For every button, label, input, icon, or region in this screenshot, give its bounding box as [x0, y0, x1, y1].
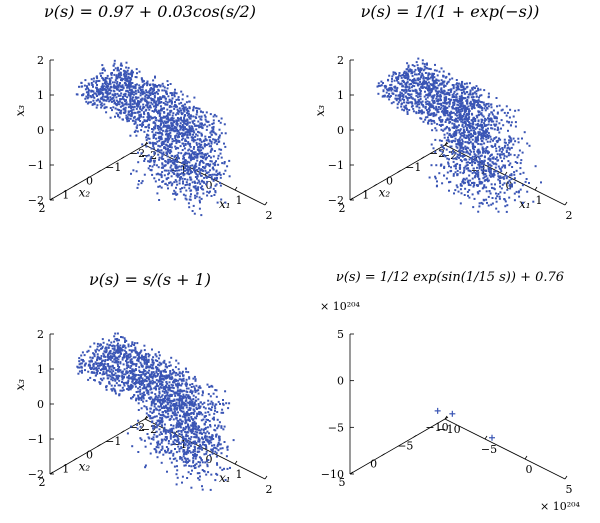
y-tick-label: 2	[339, 202, 346, 215]
z-axis-label: x₃	[313, 105, 327, 117]
z-tick-label: 5	[337, 328, 344, 341]
y-tick-label: −1	[105, 435, 121, 448]
scatter-point	[434, 407, 441, 414]
panel-4: ν(s) = 1/12 exp(sin(1/15 s)) + 0.76 −10−…	[300, 262, 600, 523]
y-tick-label: −1	[405, 161, 421, 174]
z-tick-label: 2	[37, 328, 44, 341]
y-tick-label: −2	[429, 147, 445, 160]
y-tick-label: 2	[39, 476, 46, 489]
y-tick-label: 1	[62, 462, 69, 475]
z-tick-label: 2	[337, 54, 344, 67]
scatter-points-1	[75, 59, 231, 217]
z-tick-label: −5	[328, 421, 344, 434]
x-axis-label: x₁	[219, 471, 231, 485]
z-tick-label: −2	[28, 194, 44, 207]
z-axis-label: x₃	[13, 379, 27, 391]
z-tick-label: 1	[37, 363, 44, 376]
x-tick-label: 1	[236, 468, 243, 481]
y-tick-label: 0	[370, 458, 377, 471]
scatter-point	[449, 410, 456, 417]
x-tick-label: 0	[206, 179, 213, 192]
x-axis-line-4	[444, 418, 566, 480]
y-axis-label: x₂	[79, 459, 91, 473]
z-tick-label: 1	[337, 89, 344, 102]
x-axis-label: x₁	[219, 197, 231, 211]
y-axis-label: x₂	[379, 185, 391, 199]
x-tick-label: 5	[566, 483, 573, 496]
x-axis-label: x₁	[519, 197, 531, 211]
z-tick-label: 1	[37, 89, 44, 102]
y-tick-label: 0	[86, 175, 93, 188]
x-tick-label: −5	[481, 443, 497, 456]
x-tick-label: 1	[236, 194, 243, 207]
x-tick-label: −10	[437, 423, 460, 436]
chart-title-3: ν(s) = s/(s + 1)	[88, 270, 212, 289]
y-tick-label: 5	[339, 476, 346, 489]
chart-title-4: ν(s) = 1/12 exp(sin(1/15 s)) + 0.76	[335, 270, 565, 285]
chart-title-2: ν(s) = 1/(1 + exp(−s))	[360, 2, 540, 21]
x-tick-label: 1	[536, 194, 543, 207]
y-tick-label: −5	[397, 439, 413, 452]
z-tick-label: −1	[328, 159, 344, 172]
chart-title-1: ν(s) = 0.97 + 0.03cos(s/2)	[44, 2, 256, 21]
z-tick-label: −10	[321, 468, 344, 481]
scale-label-z: × 10²⁰⁴	[320, 300, 361, 313]
panel-1: ν(s) = 0.97 + 0.03cos(s/2) −2−2−2−1−1−10…	[0, 0, 300, 262]
z-tick-label: −2	[328, 194, 344, 207]
x-tick-label: 2	[266, 483, 273, 496]
x-tick-label: 2	[566, 209, 573, 222]
z-tick-label: 0	[337, 375, 344, 388]
z-axis-label: x₃	[13, 105, 27, 117]
x-tick-label: 2	[266, 209, 273, 222]
z-tick-label: 0	[337, 124, 344, 137]
y-axis-line-4	[349, 418, 446, 475]
y-tick-label: −2	[129, 421, 145, 434]
panel-2: ν(s) = 1/(1 + exp(−s)) −2−2−2−1−1−100011…	[300, 0, 600, 262]
y-tick-label: −1	[105, 161, 121, 174]
scatter-points-4	[434, 407, 495, 441]
z-tick-label: 0	[37, 398, 44, 411]
y-tick-label: 0	[86, 449, 93, 462]
panel-3: ν(s) = s/(s + 1) −2−2−2−1−1−1000111222x₁…	[0, 262, 300, 523]
y-tick-label: −10	[425, 421, 448, 434]
scatter-point	[489, 434, 495, 441]
x-tick-label: 0	[526, 463, 533, 476]
y-axis-label: x₂	[79, 185, 91, 199]
y-tick-label: 1	[62, 188, 69, 201]
scatter-points-3	[76, 332, 235, 491]
y-tick-label: 2	[39, 202, 46, 215]
z-tick-label: −1	[28, 159, 44, 172]
z-tick-label: −2	[28, 468, 44, 481]
scale-label-x: × 10²⁰⁴	[540, 500, 581, 513]
y-tick-label: 1	[362, 188, 369, 201]
scatter-points-2	[376, 57, 542, 213]
z-tick-label: 2	[37, 54, 44, 67]
z-tick-label: −1	[28, 433, 44, 446]
z-tick-label: 0	[37, 124, 44, 137]
y-tick-label: 0	[386, 175, 393, 188]
